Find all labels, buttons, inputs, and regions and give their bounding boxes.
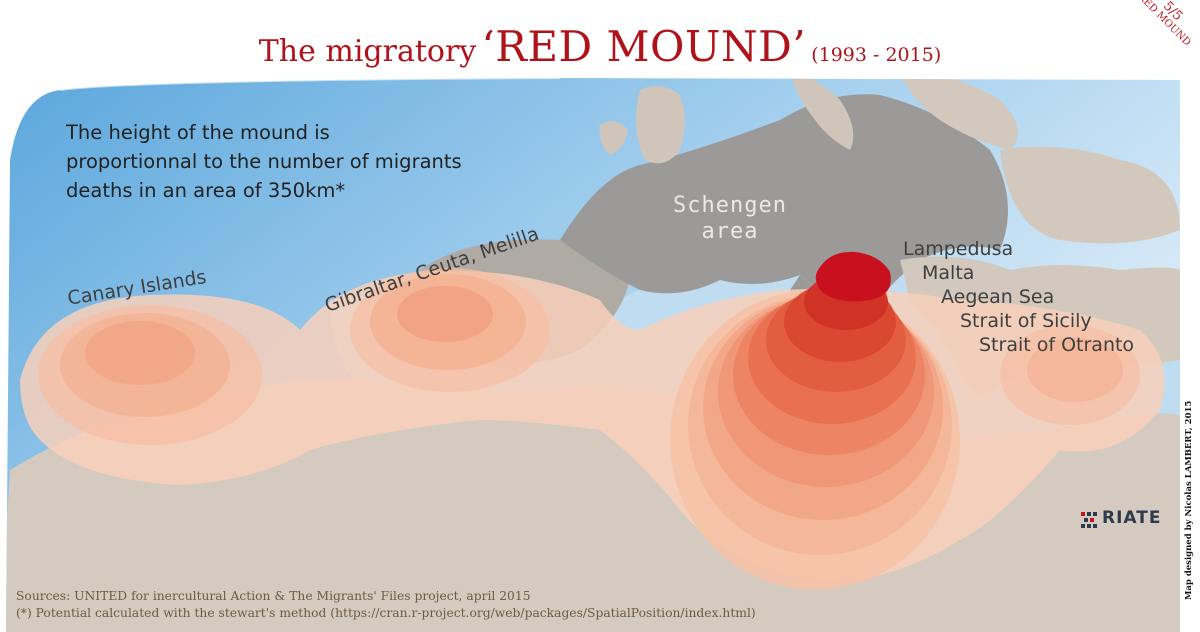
title-period: (1993 - 2015)	[811, 44, 942, 66]
note-line: proportionnal to the number of migrants	[66, 150, 462, 173]
map-credit: Map designed by Nicolas LAMBERT, 2015	[1184, 400, 1194, 600]
label-schengen-area: Schengen area	[640, 193, 820, 245]
eastern-europe-landmass	[900, 78, 1018, 150]
mound-peak	[815, 251, 891, 302]
aegean-mound-contour	[1027, 338, 1123, 402]
label-aegean-sea: Aegean Sea	[941, 286, 1055, 308]
sources-footnote: (*) Potential calculated with the stewar…	[16, 606, 756, 620]
label-lampedusa: Lampedusa	[903, 238, 1014, 260]
note-line: The height of the mound is	[66, 121, 330, 144]
ukraine-landmass	[1000, 146, 1180, 244]
mound-layer	[20, 251, 1165, 590]
map-title: The migratory ‘RED MOUND’ (1993 - 2015)	[0, 22, 1200, 71]
title-main: ‘RED MOUND’	[481, 22, 807, 71]
label-malta: Malta	[922, 262, 975, 284]
canary-mound-contour	[85, 321, 195, 385]
schengen-line: area	[701, 219, 759, 244]
ireland-landmass	[599, 121, 628, 155]
sources-block: Sources: UNITED for inercultural Action …	[16, 588, 756, 622]
riate-logo-icon	[1081, 512, 1097, 528]
frame-edge	[59, 77, 561, 91]
uk-landmass	[636, 86, 685, 164]
riate-logo-text: RIATE	[1102, 508, 1162, 528]
sources-line: Sources: UNITED for inercultural Action …	[16, 589, 531, 603]
gibraltar-mound-contour	[397, 286, 493, 342]
label-strait-of-otranto: Strait of Otranto	[979, 334, 1135, 356]
riate-logo: RIATE	[1080, 508, 1180, 530]
title-prefix: The migratory	[258, 34, 477, 69]
label-strait-of-sicily: Strait of Sicily	[960, 310, 1092, 332]
schengen-line: Schengen	[673, 193, 787, 218]
scandinavia-landmass	[790, 78, 854, 150]
schengen-landmass	[560, 94, 1008, 331]
note-line: deaths in an area of 350km*	[66, 179, 346, 202]
explanatory-note: The height of the mound is proportionnal…	[66, 118, 506, 205]
